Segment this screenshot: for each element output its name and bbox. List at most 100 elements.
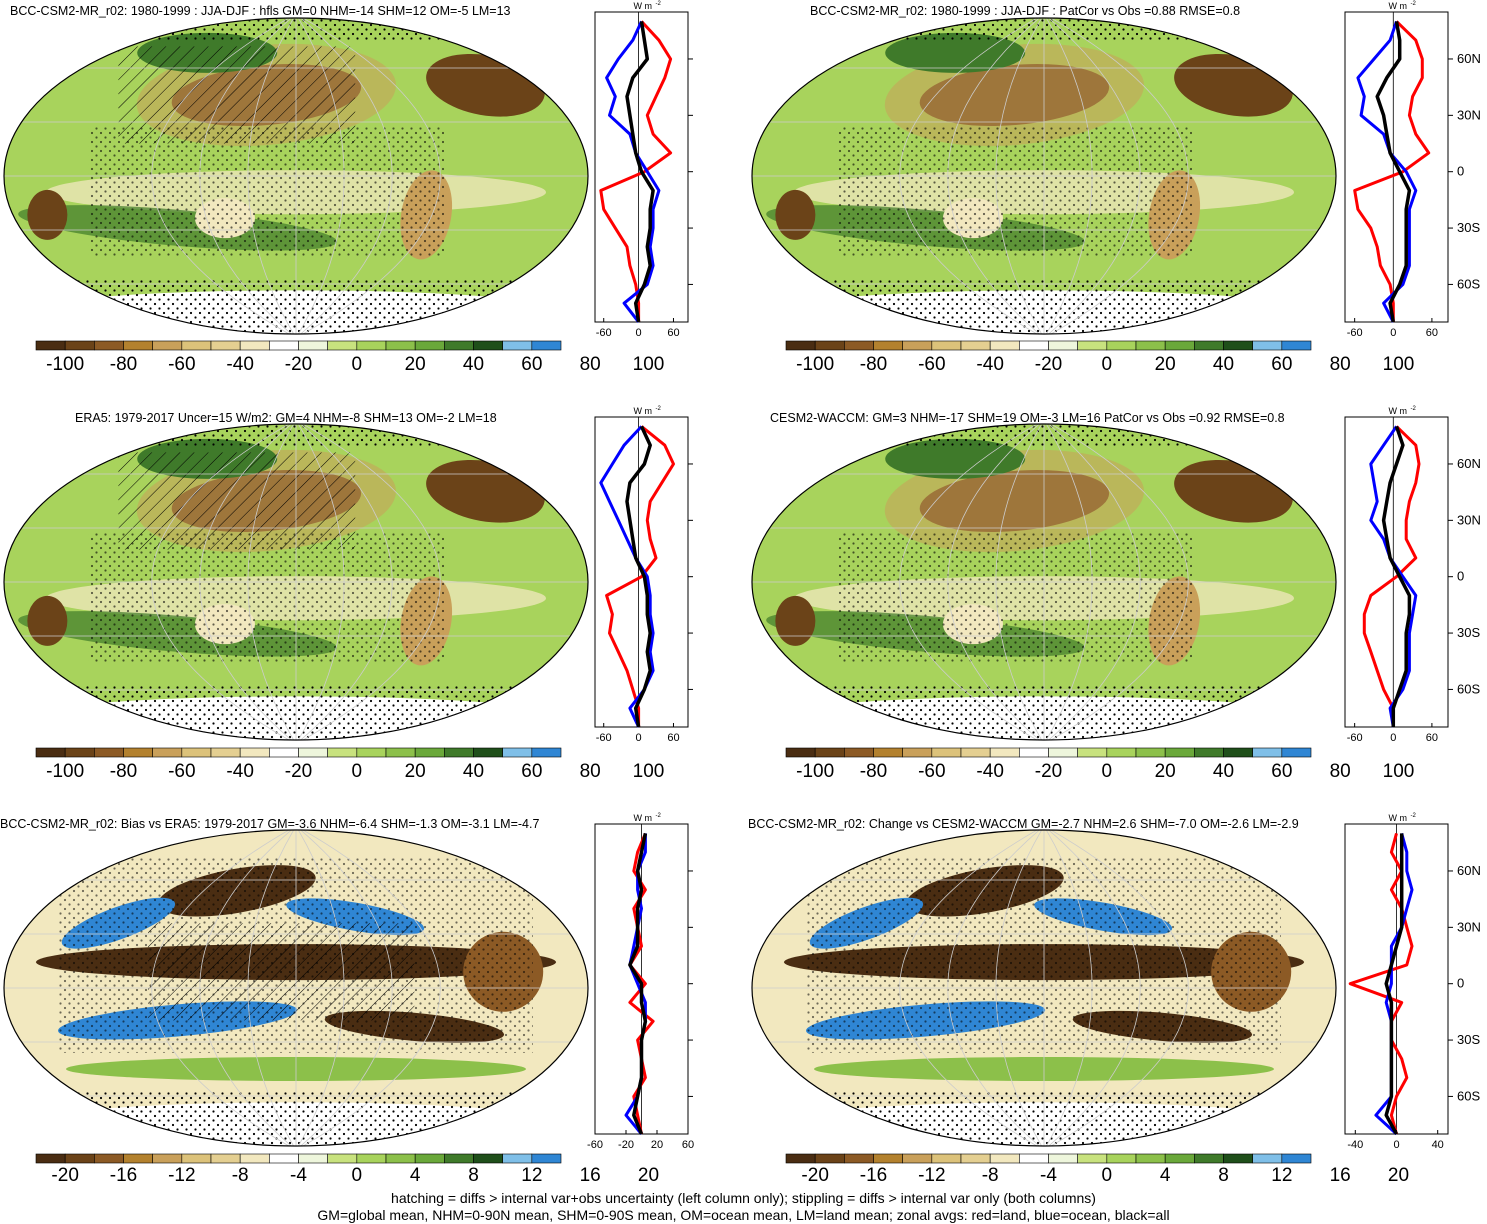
colorbar-swatch [35,340,66,351]
graticule-lon [199,18,297,334]
panel-title-p3: ERA5: 1979-2017 Uncer=15 W/m2: GM=4 NHM=… [75,411,497,425]
x-tick-label: 60 [667,732,679,744]
graticule-lon [1043,830,1093,1146]
zonal-line-all [1375,21,1412,323]
zonal-mean-plot-p2: 60N 30N 0 30S 60S -60 0 60 W m -2 [1344,1,1481,339]
colorbar-label: -80 [859,354,888,375]
colorbar-label: 4 [409,1165,421,1186]
colorbar-swatch [931,747,962,758]
zonal-line-all [1384,833,1404,1135]
colorbar-swatch [35,1153,66,1164]
x-tick-label: 20 [651,1139,663,1151]
colorbar-swatch [931,340,962,351]
colorbar-swatch [239,340,270,351]
colorbar-label: 0 [351,761,363,782]
x-tick-label: 0 [1390,732,1396,744]
x-tick-label: 60 [682,1139,694,1151]
zonal-line-all [625,21,655,323]
world-map-p5 [3,829,589,1147]
map-outline [751,17,1337,335]
colorbar-label: -20 [1034,354,1063,375]
colorbar-label: 12 [521,1165,543,1186]
colorbar-label: -4 [1040,1165,1057,1186]
hatch-region [148,923,415,1021]
graticule-lon [151,424,297,740]
colorbar-label: -80 [109,761,138,782]
colorbar-label: -16 [859,1165,888,1186]
colorbar-swatch [531,1153,562,1164]
lat-label: 60S [1457,681,1480,696]
colorbar-p6 [785,1153,1312,1164]
colorbar-swatch [785,1153,816,1164]
colorbar-swatch [902,340,933,351]
colorbar-swatch [1281,1153,1312,1164]
colorbar-swatch [1106,747,1137,758]
colorbar-swatch [1019,747,1049,758]
colorbar-label: -8 [981,1165,999,1186]
graticule-lon [947,18,1045,334]
colorbar-swatch [181,1153,212,1164]
colorbar-swatch [356,340,387,351]
colorbar-swatch [1164,340,1195,351]
colorbar-swatch [1048,1153,1078,1164]
unit-label: W m [634,813,653,823]
stipple-tropics [88,127,445,258]
colorbar-label: 60 [1271,354,1293,375]
colorbar-label: -80 [859,761,888,782]
unit-exponent: -2 [1411,406,1417,412]
zonal-line-ocean [599,425,655,728]
colorbar-swatch [931,1153,962,1164]
colorbar-label: 80 [579,354,601,375]
colorbar-label: -8 [231,1165,249,1186]
colorbar-swatch [181,747,212,758]
colorbar-swatch [414,340,445,351]
unit-exponent: -2 [656,1,662,7]
colorbar-swatch [269,1153,299,1164]
colorbar-p3 [35,747,562,758]
colorbar-label: -40 [976,761,1004,782]
unit-label: W m [634,406,653,416]
colorbar-label: 80 [1329,761,1351,782]
colorbar-label: -12 [918,1165,946,1186]
colorbar-label: 40 [462,761,485,782]
colorbar-swatch [1194,1153,1224,1164]
colorbar-label: 100 [1382,354,1415,375]
graticule-lon [1043,830,1189,1146]
colorbar-swatch [473,747,503,758]
x-tick-label: -60 [1347,732,1363,744]
lat-label: 30N [1457,107,1481,122]
colorbar-label: -100 [796,761,835,782]
colorbar-label: 20 [1154,354,1176,375]
x-tick-label: 0 [1393,1139,1399,1151]
colorbar-swatch [902,747,933,758]
graticule-lon [1043,18,1189,334]
colorbar-label: -40 [226,354,254,375]
colorbar-label: 40 [1212,761,1235,782]
colorbar-label: 60 [1271,761,1293,782]
stipple-tropics [836,533,1192,663]
colorbar-label: 8 [468,1165,479,1186]
lat-label: 60S [1457,1088,1480,1103]
lat-label: 0 [1457,569,1464,584]
zonal-frame [1344,11,1449,323]
unit-exponent: -2 [656,406,662,412]
map-outline [3,423,589,741]
colorbar-swatch [152,747,183,758]
hatch-region [118,452,356,550]
colorbar-swatch [181,340,212,351]
colorbar-label: 0 [1101,354,1113,375]
lat-label: 0 [1457,164,1464,179]
graticule-lon [295,830,393,1146]
colorbar-swatch [785,747,816,758]
lat-label: 0 [1457,976,1464,991]
colorbar-label: -20 [51,1165,79,1186]
colorbar-swatch [502,1153,533,1164]
footer-line-2: GM=global mean, NHM=0-90N mean, SHM=0-90… [317,1207,1170,1223]
colorbar-label: 20 [404,354,426,375]
colorbar-swatch [814,340,845,351]
colorbar-label: -20 [801,1165,829,1186]
colorbar-swatch [210,1153,241,1164]
colorbar-swatch [385,747,416,758]
colorbar-swatch [1164,747,1195,758]
zonal-line-land [1348,833,1414,1135]
